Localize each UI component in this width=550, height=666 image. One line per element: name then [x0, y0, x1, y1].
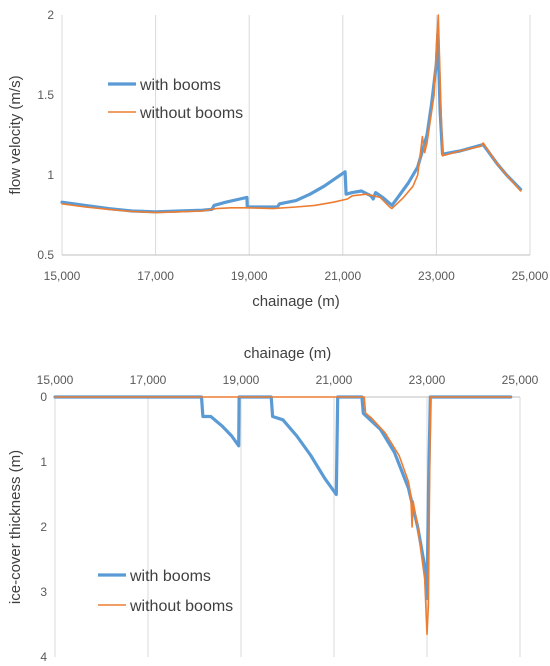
- x-tick-label: 17,000: [130, 373, 167, 387]
- y-axis-title: flow velocity (m/s): [7, 75, 24, 194]
- legend-label: without booms: [139, 105, 243, 122]
- legend-label: with booms: [139, 77, 221, 94]
- x-axis-title: chainage (m): [244, 345, 332, 362]
- y-tick-label: 4: [40, 650, 47, 664]
- chart-1: 15,000 17,000 19,000 21,000 23,000 25,000 0.5 1…: [7, 8, 549, 310]
- x-tick-label: 17,000: [137, 269, 174, 283]
- legend-label: without booms: [129, 598, 233, 615]
- x-tick-label: 21,000: [316, 373, 353, 387]
- y-axis-title: ice-cover thickness (m): [7, 450, 24, 604]
- y-tick-label: 0.5: [37, 248, 54, 262]
- y-tick-label: 1: [40, 455, 47, 469]
- y-tick-label: 2: [40, 520, 47, 534]
- x-tick-label: 23,000: [418, 269, 455, 283]
- x-tick-label: 19,000: [231, 269, 268, 283]
- series-line-without-booms: [54, 396, 512, 636]
- y-tick-label: 1: [47, 168, 54, 182]
- chart-2: 15,000 17,000 19,000 21,000 23,000 25,000 0 1 2 3…: [7, 345, 539, 664]
- series-line-with-booms: [53, 395, 513, 601]
- x-tick-label: 23,000: [409, 373, 446, 387]
- x-tick-label: 15,000: [44, 269, 81, 283]
- x-tick-label: 25,000: [502, 373, 539, 387]
- x-tick-label: 21,000: [324, 269, 361, 283]
- y-tick-label: 1.5: [37, 88, 54, 102]
- legend-label: with booms: [129, 568, 211, 585]
- y-tick-label: 3: [40, 585, 47, 599]
- x-axis-title: chainage (m): [252, 293, 340, 310]
- y-tick-label: 0: [40, 390, 47, 404]
- y-tick-label: 2: [47, 8, 54, 22]
- series-line-without-booms: [61, 14, 522, 214]
- series-line-with-booms: [60, 32, 523, 214]
- x-tick-label: 15,000: [37, 373, 74, 387]
- x-tick-label: 25,000: [512, 269, 549, 283]
- x-tick-label: 19,000: [223, 373, 260, 387]
